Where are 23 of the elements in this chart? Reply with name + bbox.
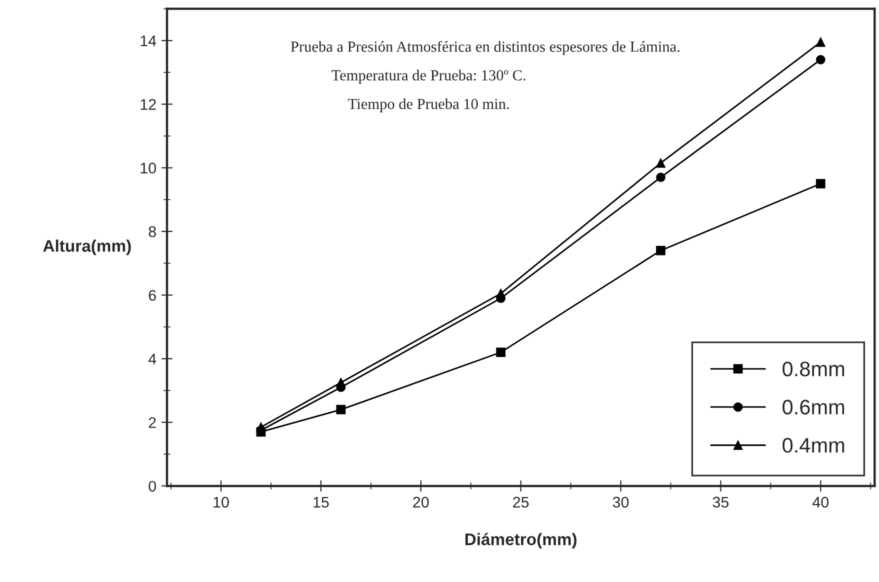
annotation: Tiempo de Prueba 10 min. bbox=[348, 98, 509, 112]
legend-label: 0.6mm bbox=[782, 400, 844, 415]
x-tick-label: 35 bbox=[712, 496, 729, 508]
y-tick-label: 8 bbox=[148, 226, 156, 238]
y-tick-label: 6 bbox=[148, 290, 156, 301]
legend-label: 0.8mm bbox=[782, 362, 844, 376]
y-axis-title: Altura(mm) bbox=[43, 240, 131, 256]
x-tick-label: 15 bbox=[314, 496, 329, 508]
x-axis-title: Diámetro(mm) bbox=[465, 532, 576, 549]
y-tick-label: 2 bbox=[148, 417, 156, 428]
annotation: Prueba a Presión Atmosférica en distintos espesores de Lámina. bbox=[290, 40, 680, 55]
annotation: Temperatura de Prueba: 130º C. bbox=[332, 70, 526, 84]
x-tick-label: 25 bbox=[513, 496, 529, 508]
legend-label: 0.4mm bbox=[782, 438, 844, 453]
y-tick-label: 4 bbox=[148, 354, 156, 364]
x-tick-label: 10 bbox=[214, 496, 229, 508]
x-tick-label: 40 bbox=[812, 496, 829, 508]
x-tick-label: 20 bbox=[413, 496, 429, 508]
y-tick-label: 10 bbox=[140, 162, 156, 174]
y-tick-label: 14 bbox=[140, 36, 156, 46]
y-tick-label: 12 bbox=[140, 99, 156, 110]
x-tick-label: 30 bbox=[612, 496, 629, 508]
y-tick-label: 0 bbox=[148, 480, 156, 492]
